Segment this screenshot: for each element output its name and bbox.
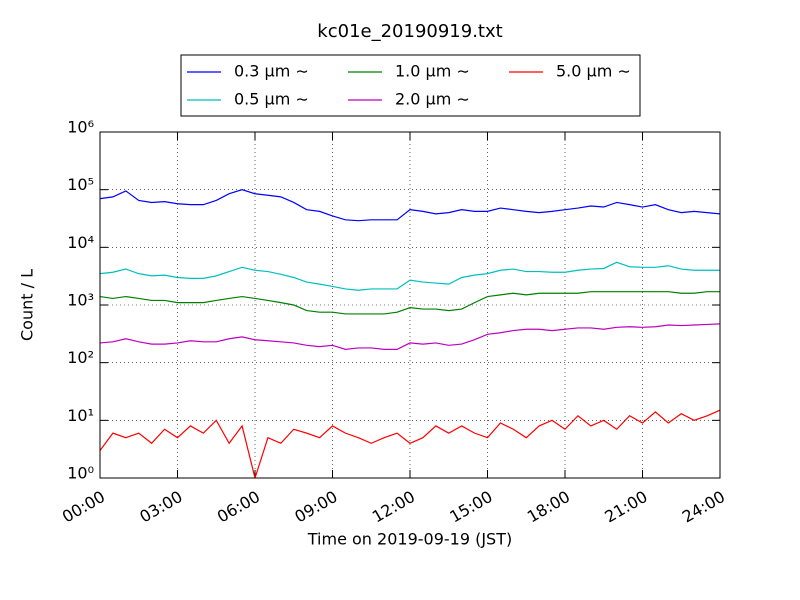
y-tick-label: 10⁰ <box>67 464 94 483</box>
legend-label: 0.5 μm ∼ <box>234 90 309 109</box>
y-tick-label: 10⁶ <box>67 118 94 137</box>
y-tick-label: 10² <box>67 348 94 367</box>
legend-box <box>180 54 641 117</box>
y-tick-label: 10³ <box>67 291 94 310</box>
legend-label: 1.0 μm ∼ <box>395 62 470 81</box>
legend-label: 2.0 μm ∼ <box>395 90 470 109</box>
series-line <box>100 409 720 478</box>
y-tick-label: 10⁵ <box>67 175 94 194</box>
series-line <box>100 189 720 222</box>
chart-title: kc01e_20190919.txt <box>317 21 502 42</box>
plot-frame <box>99 131 721 479</box>
y-axis-label: Count / L <box>18 269 37 341</box>
series-line <box>100 323 720 350</box>
series-line <box>100 291 720 315</box>
legend-label: 0.3 μm ∼ <box>234 62 309 81</box>
series-line <box>100 261 720 291</box>
x-axis-label: Time on 2019-09-19 (JST) <box>307 530 512 549</box>
y-tick-label: 10¹ <box>67 406 94 425</box>
y-tick-label: 10⁴ <box>67 233 94 252</box>
legend-label: 5.0 μm ∼ <box>556 62 631 81</box>
